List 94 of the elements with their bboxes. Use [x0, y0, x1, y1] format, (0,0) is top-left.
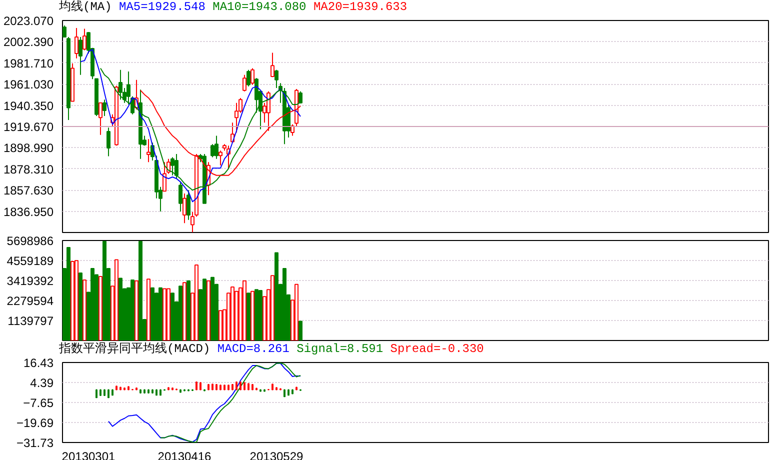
y-tick-label: 4.39 [30, 376, 54, 390]
candlestick [234, 102, 238, 134]
candlestick [166, 158, 170, 174]
bar [138, 240, 142, 340]
bar [166, 288, 170, 340]
bar [194, 264, 198, 340]
bar [298, 320, 302, 340]
y-tick-label: 1139797 [8, 314, 54, 328]
candlestick [250, 68, 254, 86]
bar [250, 290, 254, 340]
y-tick-label: 1961.030 [3, 78, 54, 92]
candlestick [98, 102, 102, 136]
y-tick-label: 5698986 [6, 234, 54, 248]
y-tick-label: 2023.070 [3, 14, 54, 28]
bar [170, 292, 174, 340]
bar [98, 276, 102, 340]
bar [282, 268, 286, 340]
candlestick [174, 153, 178, 180]
bar [182, 282, 186, 340]
bar [114, 259, 118, 340]
candlestick [218, 150, 222, 166]
bar [78, 272, 82, 340]
candlestick [182, 193, 186, 224]
bar [270, 275, 274, 340]
y-tick-label: 4559189 [6, 254, 54, 268]
candlestick [214, 135, 218, 160]
candlestick [210, 144, 214, 158]
bar [218, 310, 222, 340]
y-tick-label: 2279594 [6, 294, 54, 308]
candlestick [74, 28, 78, 59]
candlestick [246, 69, 250, 87]
y-tick-label: 1898.990 [3, 141, 54, 156]
bar [258, 290, 262, 340]
bar [294, 284, 298, 340]
y-tick-label: 1857.630 [3, 184, 54, 198]
bar [274, 252, 278, 340]
candlestick [170, 156, 174, 176]
y-tick-label: 3419392 [6, 274, 54, 288]
candlestick [162, 162, 166, 192]
y-tick-label: 1836.950 [3, 204, 54, 219]
bar [178, 286, 182, 340]
y-tick-label: −7.65 [23, 396, 54, 410]
bar [206, 280, 210, 340]
bar [230, 286, 234, 340]
bar [146, 278, 150, 340]
chart-title: 指数平滑异同平均线(MACD) [59, 342, 210, 356]
y-tick-label: 1940.350 [3, 98, 54, 113]
bar [102, 240, 106, 340]
candlestick [270, 52, 274, 78]
y-tick-label: 2002.390 [3, 35, 54, 50]
text: MA20=1939.633 [313, 0, 408, 14]
candlestick [274, 69, 278, 89]
candlestick [146, 138, 150, 163]
bar [162, 288, 166, 340]
bar [66, 247, 70, 340]
bar [70, 261, 74, 340]
text: MA5=1929.548 [119, 0, 206, 14]
line-series [108, 362, 301, 442]
text: Spread=-0.330 [390, 342, 484, 356]
candlestick [106, 127, 110, 157]
text: MA10=1943.080 [212, 0, 306, 14]
y-tick-label: 1981.710 [3, 56, 54, 70]
bar [242, 280, 246, 340]
candlestick [82, 28, 86, 51]
candlestick [102, 99, 106, 117]
candlestick [78, 36, 82, 76]
y-tick-label: 1919.670 [3, 120, 54, 134]
chart-title: 均线(MA) [59, 0, 112, 14]
bar [150, 287, 154, 340]
bar [186, 280, 190, 340]
bar [158, 287, 162, 340]
y-tick-label: −19.69 [16, 416, 54, 430]
bar [246, 292, 250, 340]
line-series [160, 362, 301, 442]
bar [118, 278, 122, 340]
candlestick [186, 190, 190, 220]
bar [130, 279, 134, 340]
y-tick-label: −31.73 [16, 436, 54, 450]
bar [202, 278, 206, 340]
series-label: MACD=8.261 [217, 342, 290, 356]
candlestick [254, 78, 258, 114]
bar [234, 290, 238, 340]
candlestick [62, 24, 66, 38]
bar [82, 279, 86, 340]
bar [74, 260, 78, 340]
bar [90, 268, 94, 340]
bar [210, 276, 214, 340]
bar [134, 280, 138, 340]
series-label: Signal=8.591 [296, 342, 384, 356]
candlestick [178, 182, 182, 212]
y-tick-label: 1878.310 [3, 162, 54, 176]
bar [254, 289, 258, 340]
y-tick-label: 16.43 [23, 356, 54, 370]
candlestick [242, 74, 246, 92]
